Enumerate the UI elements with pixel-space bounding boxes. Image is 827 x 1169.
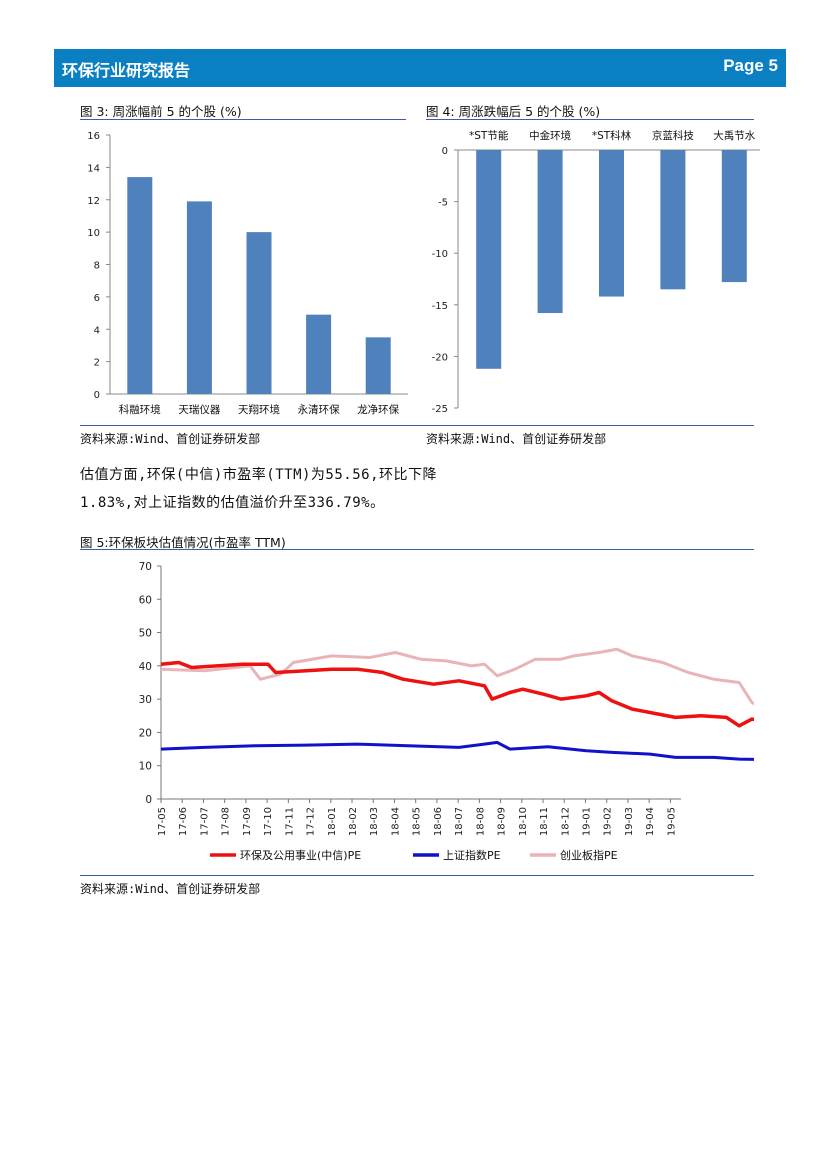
fig5-x-tick-label: 18-08 bbox=[475, 807, 486, 836]
source-rule-top bbox=[80, 425, 754, 426]
fig4-y-tick-label: -20 bbox=[432, 352, 448, 363]
fig4-y-tick-label: -25 bbox=[432, 404, 448, 415]
fig5-source-rule bbox=[80, 875, 754, 876]
fig3-category-label: 永清环保 bbox=[298, 403, 340, 416]
fig5-x-tick-label: 18-07 bbox=[454, 807, 465, 836]
fig3-bar bbox=[306, 314, 332, 394]
fig5-x-tick-label: 19-02 bbox=[603, 807, 614, 836]
fig5-x-tick-label: 18-03 bbox=[369, 807, 380, 836]
fig5-x-tick-label: 18-01 bbox=[327, 807, 338, 836]
fig3-category-label: 天瑞仪器 bbox=[178, 404, 220, 416]
fig5-x-tick-label: 17-07 bbox=[199, 807, 210, 836]
fig5-x-tick-label: 19-01 bbox=[581, 807, 592, 836]
fig5-source: 资料来源:Wind、首创证券研发部 bbox=[80, 882, 261, 896]
fig4-title-rule bbox=[426, 119, 754, 120]
fig5-x-tick-label: 17-08 bbox=[221, 807, 232, 836]
fig4-category-label: 京蓝科技 bbox=[652, 129, 694, 142]
fig3-bar bbox=[186, 201, 212, 394]
fig5-y-tick-label: 40 bbox=[139, 661, 152, 673]
report-header: 环保行业研究报告 Page 5 bbox=[54, 49, 786, 87]
fig5-x-tick-label: 17-11 bbox=[284, 807, 295, 836]
valuation-paragraph-line1: 估值方面,环保(中信)市盈率(TTM)为55.56,环比下降 bbox=[80, 467, 438, 483]
fig5-legend-label: 创业板指PE bbox=[560, 848, 618, 862]
fig5-x-tick-label: 18-04 bbox=[390, 807, 401, 836]
fig3-chart: 0 2 4 6 8 10 12 14 16 科融环境 天瑞仪器 天翔环境 永清环保 龙净环保 bbox=[87, 131, 408, 416]
fig3-title-rule bbox=[80, 119, 406, 120]
fig5-x-tick-label: 18-11 bbox=[539, 807, 550, 836]
fig5-y-tick-label: 60 bbox=[139, 594, 152, 606]
fig4-category-label: 大禹节水 bbox=[713, 129, 755, 142]
fig5-x-tick-label: 18-09 bbox=[497, 807, 508, 836]
fig5-title: 图 5:环保板块估值情况(市盈率 TTM) bbox=[80, 535, 286, 550]
fig5-x-tick-label: 19-05 bbox=[666, 807, 677, 836]
fig3-bar bbox=[127, 177, 153, 394]
fig4-bar bbox=[537, 150, 563, 314]
fig5-y-tick-label: 70 bbox=[139, 561, 152, 573]
fig5-series-line bbox=[160, 647, 754, 706]
fig4-category-label: *ST科林 bbox=[592, 129, 632, 142]
fig5-legend-label: 环保及公用事业(中信)PE bbox=[240, 848, 361, 862]
fig3-y-tick-label: 16 bbox=[87, 131, 100, 142]
fig4-category-label: 中金环境 bbox=[529, 129, 571, 142]
fig3-y-tick-label: 8 bbox=[94, 261, 100, 272]
fig3-y-tick-label: 4 bbox=[94, 325, 100, 336]
fig5-x-tick-label: 18-06 bbox=[433, 807, 444, 836]
fig5-x-tick-label: 18-05 bbox=[412, 807, 423, 836]
fig5-x-tick-label: 19-03 bbox=[624, 807, 635, 836]
fig3-bar bbox=[365, 337, 391, 394]
page-number: Page 5 bbox=[723, 56, 778, 75]
fig5-x-tick-label: 17-09 bbox=[242, 807, 253, 836]
fig4-y-tick-label: -5 bbox=[438, 198, 448, 209]
fig3-category-label: 龙净环保 bbox=[357, 403, 399, 416]
fig5-y-tick-label: 30 bbox=[139, 694, 152, 706]
fig5-series-line bbox=[160, 660, 754, 728]
fig4-category-label: *ST节能 bbox=[469, 129, 509, 142]
fig5-x-tick-label: 17-05 bbox=[157, 807, 168, 836]
fig3-y-tick-label: 12 bbox=[87, 196, 100, 207]
fig3-y-tick-label: 10 bbox=[87, 228, 100, 239]
fig4-bar bbox=[599, 150, 624, 297]
fig4-bar bbox=[476, 150, 502, 369]
fig5-x-tick-label: 17-12 bbox=[306, 807, 317, 836]
valuation-paragraph-line2: 1.83%,对上证指数的估值溢价升至336.79%。 bbox=[80, 495, 385, 511]
fig4-source: 资料来源:Wind、首创证券研发部 bbox=[426, 432, 607, 446]
fig3-y-tick-label: 2 bbox=[94, 358, 100, 369]
fig4-bar bbox=[660, 150, 686, 290]
fig4-y-tick-label: -15 bbox=[432, 301, 448, 312]
fig5-x-tick-label: 17-10 bbox=[263, 807, 274, 836]
fig5-y-tick-label: 0 bbox=[145, 794, 152, 806]
fig3-y-tick-label: 0 bbox=[94, 390, 100, 401]
fig5-chart: 0 10 20 30 40 50 60 70 17-05 17-06 17-07 17-08 17-09… bbox=[139, 561, 754, 862]
fig5-y-tick-label: 20 bbox=[139, 727, 152, 739]
fig3-bar bbox=[246, 232, 272, 394]
fig5-y-tick-label: 10 bbox=[139, 761, 152, 773]
fig5-y-tick-label: 50 bbox=[139, 628, 152, 640]
fig5-x-tick-label: 18-02 bbox=[348, 807, 359, 836]
fig5-x-tick-label: 18-12 bbox=[560, 807, 571, 836]
fig5-series-line bbox=[160, 740, 754, 761]
fig4-chart: 0 -5 -10 -15 -20 -25 *ST节能 中金环境 *ST科林 京蓝科技 大禹节水 bbox=[432, 129, 760, 415]
fig5-title-rule bbox=[80, 549, 754, 550]
fig4-bar bbox=[721, 150, 747, 283]
fig4-y-tick-label: 0 bbox=[442, 146, 448, 157]
fig5-x-tick-label: 18-10 bbox=[518, 807, 529, 836]
fig4-title: 图 4: 周涨跌幅后 5 的个股 (%) bbox=[426, 104, 601, 119]
fig5-x-tick-label: 17-06 bbox=[178, 807, 189, 836]
fig5-legend-label: 上证指数PE bbox=[443, 848, 501, 862]
fig3-category-label: 天翔环境 bbox=[238, 403, 280, 416]
fig3-y-tick-label: 6 bbox=[94, 293, 100, 304]
report-title: 环保行业研究报告 bbox=[62, 61, 191, 80]
fig4-y-tick-label: -10 bbox=[432, 249, 448, 260]
fig3-source: 资料来源:Wind、首创证券研发部 bbox=[80, 432, 261, 446]
fig3-category-label: 科融环境 bbox=[119, 403, 161, 416]
fig5-x-tick-label: 19-04 bbox=[645, 807, 656, 836]
fig3-title: 图 3: 周涨幅前 5 的个股 (%) bbox=[80, 104, 242, 119]
fig3-y-tick-label: 14 bbox=[87, 163, 100, 174]
